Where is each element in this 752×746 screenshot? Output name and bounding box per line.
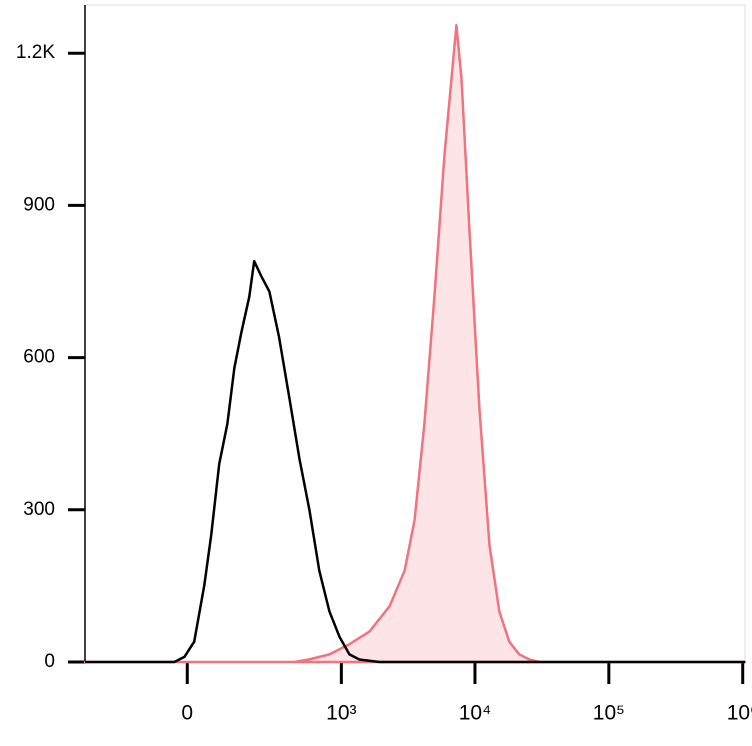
x-tick-label: 10⁶: [727, 702, 752, 725]
y-tick-label: 0: [44, 651, 55, 672]
histogram-line: [83, 24, 747, 664]
x-tick-label: 10⁵: [593, 702, 625, 725]
y-tick-label: 1.2K: [16, 42, 55, 63]
y-tick-label: 300: [23, 499, 55, 520]
x-tick-label: 0: [181, 702, 193, 725]
y-tick-label: 900: [23, 194, 55, 215]
histogram-line: [85, 259, 745, 664]
y-tick-label: 600: [23, 347, 55, 368]
x-tick-label: 10⁴: [459, 702, 491, 725]
x-tick-label: 10³: [326, 702, 356, 725]
